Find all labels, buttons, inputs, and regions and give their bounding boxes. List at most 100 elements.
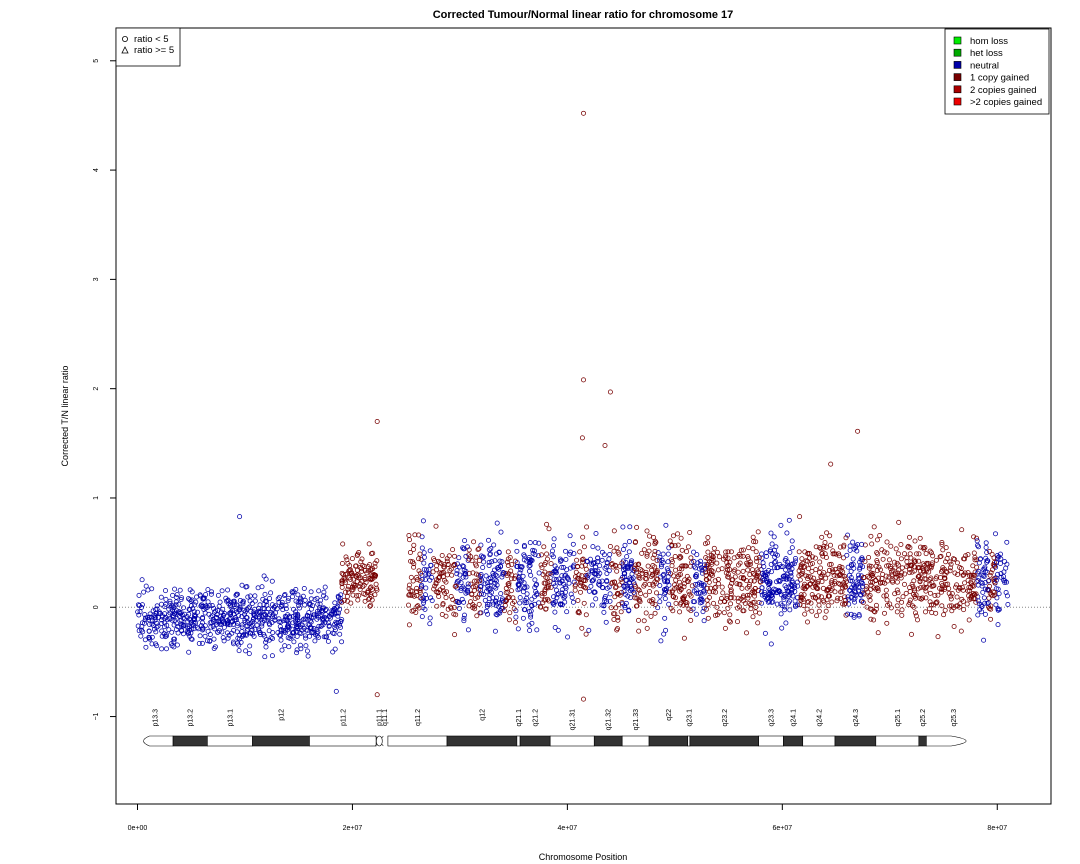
data-point	[867, 593, 873, 598]
data-point	[894, 609, 900, 615]
data-point	[994, 595, 1000, 601]
data-point	[882, 610, 887, 616]
data-point	[988, 570, 994, 576]
data-point	[536, 600, 542, 606]
data-point	[202, 633, 208, 639]
data-point	[427, 621, 433, 627]
data-point	[855, 542, 861, 548]
data-point	[454, 598, 460, 604]
data-point	[894, 579, 900, 585]
data-point	[686, 606, 692, 612]
data-point	[934, 574, 940, 580]
data-point	[612, 579, 617, 585]
data-point	[688, 617, 694, 623]
data-point	[899, 612, 905, 618]
data-point	[927, 590, 933, 596]
ideogram-band	[687, 735, 691, 747]
data-point	[998, 571, 1004, 577]
data-point	[198, 603, 204, 609]
data-point	[349, 584, 355, 590]
data-point	[926, 569, 932, 575]
data-point	[683, 563, 689, 569]
data-point	[546, 526, 552, 532]
data-point	[476, 546, 482, 552]
data-point	[505, 549, 511, 555]
data-point	[254, 617, 260, 623]
data-point	[660, 572, 666, 578]
data-point	[768, 569, 774, 575]
data-point	[792, 589, 798, 594]
data-point	[724, 596, 730, 601]
data-point	[466, 556, 472, 562]
data-point	[607, 544, 613, 549]
data-point	[704, 577, 710, 583]
data-point	[482, 597, 488, 603]
data-point	[606, 568, 612, 574]
data-point	[326, 623, 332, 629]
data-point	[657, 593, 663, 599]
data-point	[337, 631, 343, 637]
data-point	[192, 602, 198, 608]
data-point	[966, 572, 972, 578]
data-point	[972, 557, 978, 563]
data-point	[339, 599, 345, 605]
data-point	[904, 559, 910, 565]
data-point	[180, 615, 186, 621]
data-point	[544, 551, 550, 557]
data-point	[752, 590, 758, 596]
data-point	[701, 618, 707, 624]
data-point	[662, 579, 668, 585]
data-point	[807, 555, 813, 561]
data-point	[545, 580, 551, 585]
data-point	[478, 542, 484, 548]
data-point	[373, 581, 379, 587]
data-point	[677, 601, 683, 607]
data-point	[339, 561, 345, 566]
data-point	[673, 600, 679, 606]
data-point	[863, 586, 869, 592]
data-point	[140, 629, 146, 635]
data-point	[515, 626, 521, 632]
data-point	[431, 586, 437, 592]
data-point	[322, 584, 328, 590]
data-point	[655, 605, 661, 611]
data-point	[995, 607, 1001, 613]
data-point	[838, 596, 843, 602]
data-point	[314, 608, 320, 614]
data-point	[808, 600, 814, 606]
data-point	[408, 593, 414, 598]
data-point	[691, 588, 697, 594]
data-point	[278, 637, 284, 643]
data-point	[270, 630, 276, 636]
data-point	[699, 581, 704, 587]
data-point	[609, 561, 615, 567]
data-point	[787, 598, 792, 604]
data-point	[739, 585, 745, 591]
data-point	[486, 547, 492, 553]
data-point	[769, 541, 775, 547]
data-point	[787, 592, 793, 598]
data-point	[857, 559, 863, 565]
legend-swatch	[953, 48, 962, 57]
data-point	[282, 616, 288, 622]
data-point	[152, 626, 157, 632]
data-point	[928, 550, 934, 556]
data-point	[760, 578, 766, 584]
data-point	[979, 580, 985, 586]
data-point	[524, 600, 530, 606]
data-point	[681, 584, 687, 590]
data-point	[295, 611, 301, 617]
data-point	[660, 551, 666, 557]
data-point	[684, 573, 690, 579]
data-point	[203, 605, 209, 611]
data-point	[710, 589, 716, 595]
data-point	[925, 560, 931, 566]
data-point	[865, 589, 871, 595]
data-point	[301, 616, 307, 622]
data-point	[532, 585, 538, 590]
data-point	[311, 612, 317, 618]
data-point	[180, 623, 186, 629]
data-point	[974, 557, 980, 563]
data-point	[711, 545, 717, 551]
data-point	[851, 614, 857, 620]
